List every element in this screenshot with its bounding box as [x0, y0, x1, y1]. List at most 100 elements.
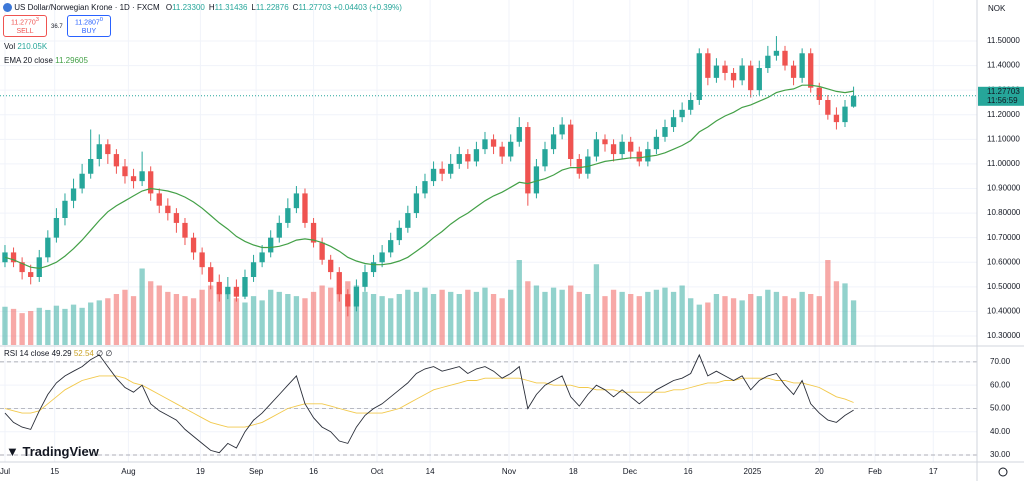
candle-body	[482, 139, 488, 150]
candle-body	[533, 166, 540, 194]
candle-body	[636, 151, 642, 162]
candle-body	[756, 68, 762, 91]
rsi-legend: RSI 14 close 49.29 52.54 ∅ ∅	[4, 349, 112, 358]
y-tick-label: 11.10000	[987, 134, 1020, 143]
volume-bar	[628, 294, 634, 345]
candle-body	[370, 262, 377, 273]
volume-bar	[465, 289, 471, 345]
currency[interactable]: NOK	[988, 4, 1006, 13]
candle-body	[79, 173, 85, 189]
volume-bar	[148, 281, 154, 345]
volume-bar	[413, 291, 420, 345]
ohlc-key: C	[292, 3, 299, 12]
volume-bar	[679, 285, 685, 345]
rsi-ma-last: 52.54	[73, 349, 94, 358]
buy-button[interactable]: 11.28070 BUY	[67, 15, 111, 37]
x-tick-label: 18	[569, 467, 578, 476]
volume-bar	[2, 306, 8, 345]
x-tick-label: Sep	[249, 467, 264, 476]
candle-body	[242, 276, 248, 297]
volume-bar	[182, 296, 188, 345]
volume-bar	[730, 298, 737, 345]
volume-bar	[336, 289, 342, 345]
candle-body	[816, 87, 822, 100]
y-tick-label: 11.50000	[987, 36, 1020, 45]
x-tick-label: 2025	[744, 467, 762, 476]
volume-bar	[328, 287, 334, 345]
candle-body	[319, 242, 325, 260]
volume-bar	[645, 291, 651, 345]
candle-body	[293, 193, 300, 209]
candle-body	[396, 227, 402, 241]
candle-body	[362, 272, 368, 287]
buy-pip: 0	[99, 17, 104, 23]
candle-body	[739, 65, 745, 81]
candle-body	[259, 252, 265, 263]
volume-bar	[268, 289, 274, 345]
x-tick-label: 17	[929, 467, 938, 476]
volume-bar	[799, 291, 805, 345]
last-price-label: 11.27703	[987, 87, 1020, 96]
candle-body	[679, 109, 685, 118]
y-tick-label: 10.40000	[987, 307, 1021, 316]
x-tick-label: Nov	[502, 467, 516, 476]
volume-bar	[602, 296, 608, 345]
volume-bar	[310, 291, 317, 345]
candle-body	[285, 208, 291, 223]
candle-body	[628, 141, 634, 152]
candle-body	[439, 168, 445, 174]
candle-body	[430, 168, 437, 182]
candle-body	[448, 163, 454, 174]
candle-body	[705, 53, 711, 78]
candle-body	[499, 146, 505, 157]
volume-bar	[293, 296, 300, 345]
volume-bar	[165, 291, 171, 345]
volume-bar	[319, 285, 325, 345]
candle-body	[688, 99, 694, 110]
volume-bar	[122, 289, 128, 345]
volume-bar	[396, 294, 402, 345]
candle-body	[70, 188, 77, 201]
candle-body	[113, 154, 120, 167]
x-tick-label: 16	[684, 467, 693, 476]
rsi-name: RSI 14 close	[4, 349, 50, 358]
volume-bar	[722, 296, 728, 345]
volume-name: Vol	[4, 42, 16, 51]
x-tick-label: Dec	[623, 467, 637, 476]
volume-bar	[276, 291, 282, 345]
volume-bar	[825, 260, 831, 345]
sell-label: SELL	[16, 28, 34, 36]
ohlc-value: 11.27703	[298, 3, 332, 12]
candle-body	[662, 127, 668, 137]
volume-bar	[696, 304, 702, 345]
candle-body	[156, 193, 162, 206]
candle-body	[148, 171, 154, 194]
candle-body	[602, 139, 608, 145]
volume-legend: Vol 210.05K	[4, 42, 47, 51]
volume-bar	[28, 311, 34, 345]
x-tick-label: 14	[426, 467, 435, 476]
y-tick-label: 11.00000	[987, 159, 1020, 168]
last-price-box	[978, 86, 1024, 106]
candle-body	[302, 193, 308, 223]
rsi-extra: ∅ ∅	[96, 349, 113, 358]
volume-bar	[225, 294, 231, 345]
x-tick-label: 19	[196, 467, 205, 476]
settings-icon[interactable]	[998, 467, 1008, 477]
sell-button[interactable]: 11.27703 SELL	[3, 15, 47, 37]
candle-body	[233, 286, 240, 297]
change: +0.04403 (+0.39%)	[333, 3, 402, 12]
volume-bar	[285, 294, 291, 345]
candle-body	[525, 127, 531, 194]
volume-bar	[850, 300, 857, 345]
volume-bar	[670, 291, 677, 345]
candle-body	[722, 65, 728, 73]
volume-bar	[748, 294, 754, 345]
symbol-title[interactable]: US Dollar/Norwegian Krone · 1D · FXCM	[14, 3, 160, 12]
volume-bar	[533, 285, 540, 345]
volume-bar	[782, 296, 788, 345]
volume-bar	[130, 296, 137, 345]
ohlc-value: 11.22876	[255, 3, 289, 12]
volume-bar	[790, 298, 797, 345]
